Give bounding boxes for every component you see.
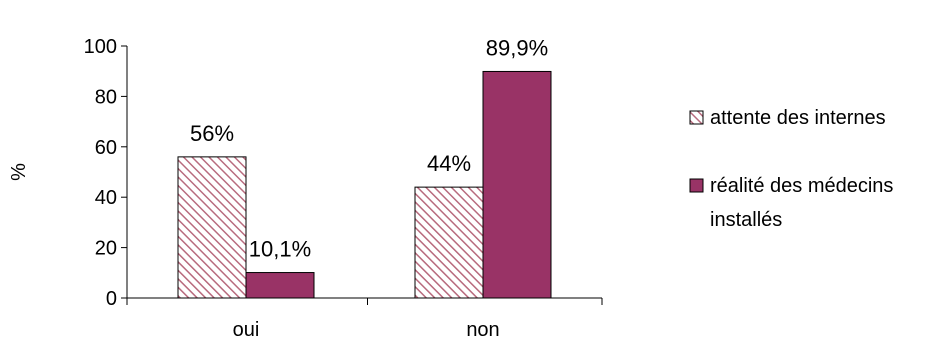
bar-oui-series-1 [177, 156, 247, 299]
legend-label-series-2: réalité des médecins installés [710, 175, 893, 231]
y-tick-label: 0 [106, 288, 117, 310]
data-label: 44% [427, 151, 471, 176]
category-label-non: non [466, 319, 499, 341]
plot-area: 0 20 40 60 80 100 56% 10,1% oui 44% 89,9% non [84, 35, 603, 341]
bar-oui-series-2 [245, 272, 315, 299]
data-label: 89,9% [486, 35, 548, 60]
y-tick-label: 40 [95, 187, 117, 209]
y-axis-title: % [8, 163, 30, 181]
legend-label-series-1: attente des internes [710, 107, 886, 129]
y-tick-label: 20 [95, 238, 117, 260]
y-tick-label: 60 [95, 137, 117, 159]
y-tick-label: 100 [84, 36, 117, 58]
legend-swatch-series-1 [689, 110, 704, 125]
category-label-oui: oui [233, 319, 260, 341]
legend: attente des internes réalité des médecins… [689, 107, 893, 231]
data-label: 56% [190, 121, 234, 146]
bar-non-series-2 [482, 70, 552, 299]
bar-non-series-1 [414, 186, 484, 299]
legend-swatch-series-2 [689, 178, 704, 193]
data-label: 10,1% [249, 237, 311, 262]
y-tick-label: 80 [95, 86, 117, 108]
